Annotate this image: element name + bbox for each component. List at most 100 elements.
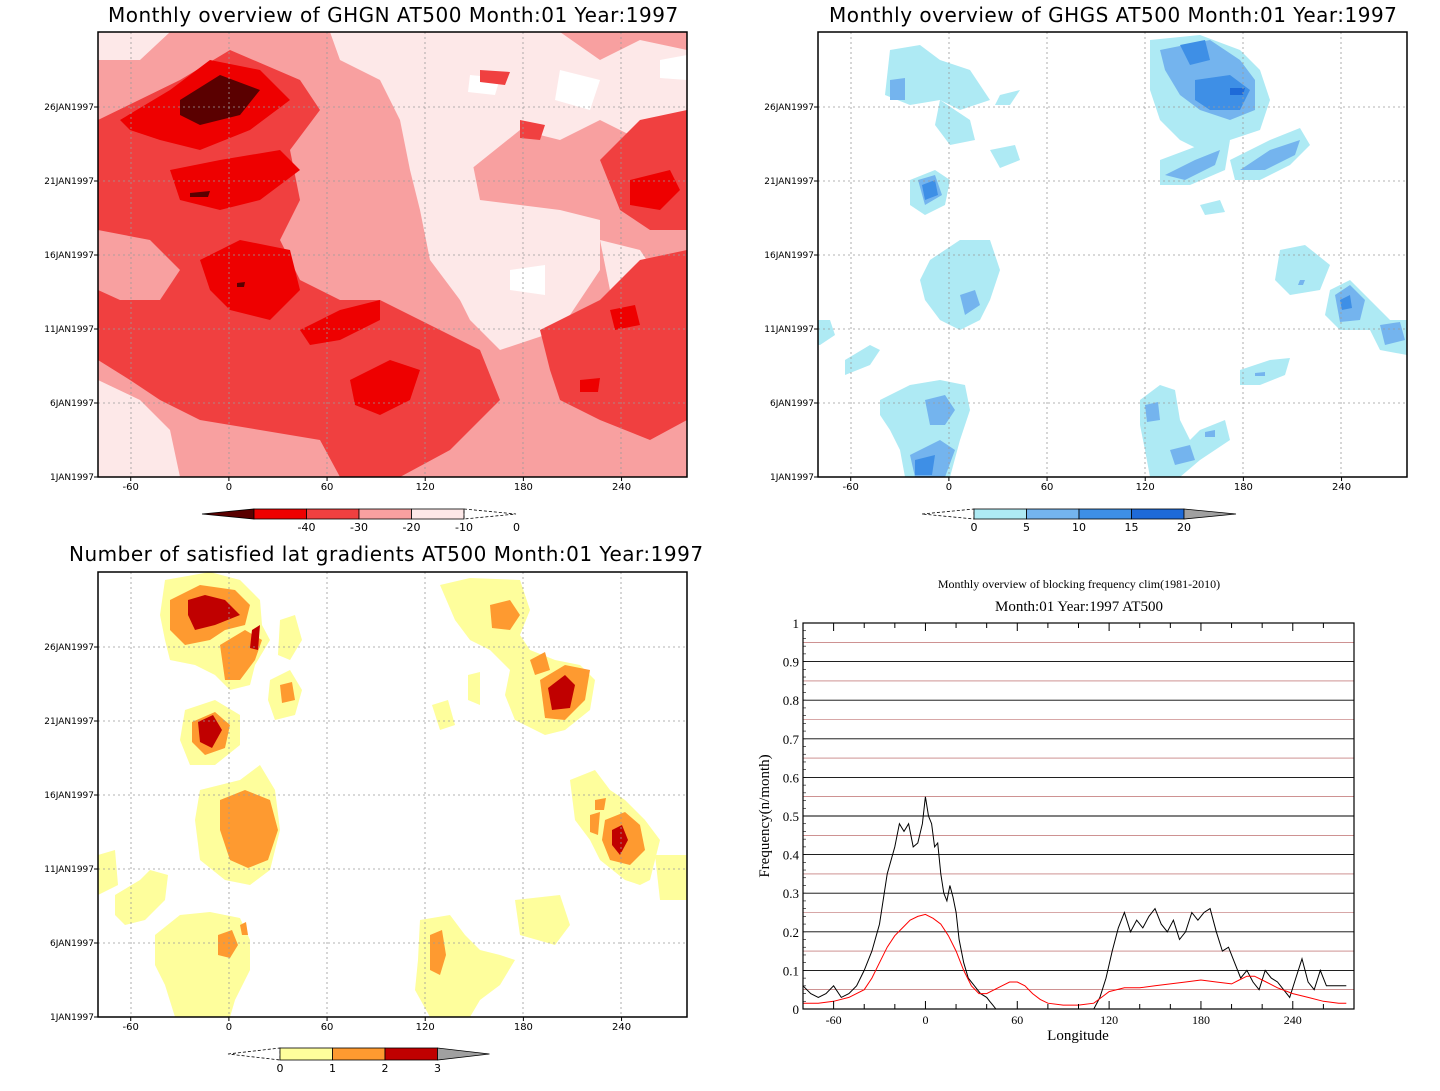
lat-x-tick-label: 120 [416, 1022, 435, 1033]
ghgn-x-tick-label: 0 [226, 482, 232, 493]
lat-colorbar-low-arrow [227, 1047, 281, 1061]
ghgs-colorbar-cell [1026, 508, 1080, 520]
ghgn-x-tick-label: 180 [514, 482, 533, 493]
ghgn-x-tick-label: 240 [612, 482, 631, 493]
ghgs-x-tick-label: 240 [1332, 482, 1351, 493]
ghgs-x-tick-label: 60 [1041, 482, 1054, 493]
freq-x-tick-label: 0 [922, 1013, 928, 1027]
freq-series-line-1 [1093, 907, 1347, 1010]
freq-y-tick-label: 0 [793, 1002, 800, 1017]
ghgs-y-tick-label: 6JAN1997 [770, 399, 814, 409]
freq-chart-subtitle: Month:01 Year:1997 AT500 [995, 599, 1163, 615]
ghgs-x-tick-label: -60 [843, 482, 859, 493]
lat-x-tick-label: -60 [123, 1022, 139, 1033]
ghgs-x-tick-label: 180 [1234, 482, 1253, 493]
ghgn-colorbar-label: 0 [513, 521, 520, 534]
freq-y-tick-label: 0.3 [783, 886, 799, 901]
ghgn-colorbar-high-arrow [463, 508, 517, 520]
ghgn-y-tick-label: 21JAN1997 [44, 177, 94, 187]
lat-x-tick-label: 240 [612, 1022, 631, 1033]
ghgs-colorbar-cell [1078, 508, 1132, 520]
freq-y-tick-label: 0.5 [783, 809, 799, 824]
ghgn-y-tick-label: 6JAN1997 [50, 399, 94, 409]
freq-x-tick-label: 60 [1011, 1013, 1023, 1027]
freq-chart-title: Monthly overview of blocking frequency c… [938, 577, 1220, 591]
freq-x-tick-label: -60 [826, 1013, 842, 1027]
lat-colorbar-cell [279, 1047, 333, 1061]
blocking-frequency-chart: Monthly overview of blocking frequency c… [757, 577, 1355, 1044]
lat-colorbar-cell [332, 1047, 386, 1061]
ghgn-colorbar-label: -20 [403, 521, 421, 534]
ghgn-y-tick-label: 1JAN1997 [50, 473, 94, 483]
lat-y-tick-label: 6JAN1997 [50, 939, 94, 949]
lat-y-tick-label: 21JAN1997 [44, 717, 94, 727]
lat-y-tick-label: 11JAN1997 [44, 865, 94, 875]
ghgs-y-tick-label: 1JAN1997 [770, 473, 814, 483]
ghgn-grid [98, 32, 687, 477]
lat-gradients-contour-field [98, 572, 687, 1017]
ghgn-colorbar: -40 -30 -20 -10 0 [201, 508, 520, 534]
freq-series [802, 796, 1347, 1010]
ghgs-y-tick-label: 21JAN1997 [764, 177, 814, 187]
ghgs-map-panel [817, 31, 1408, 478]
ghgn-x-tick-label: 60 [321, 482, 334, 493]
map-tick-labels: -60 0 60 120 180 2401JAN19976JAN199711JAN1997… [44, 103, 1351, 1033]
lat-colorbar-label: 2 [382, 1062, 389, 1075]
ghgn-colorbar-low-arrow [201, 508, 255, 520]
ghgs-colorbar-label: 15 [1125, 521, 1139, 534]
ghgs-colorbar-high-arrow [1183, 508, 1237, 520]
freq-axis-ticks: 0 0.1 0.2 0.3 0.4 0.5 0.6 0.7 0.8 0.9 1 -60 0 60 120 18… [783, 616, 1355, 1027]
ghgs-colorbar-cell [973, 508, 1027, 520]
ghgn-title: Monthly overview of GHGN AT500 Month:01 … [108, 3, 679, 27]
freq-xlabel: Longitude [1047, 1028, 1109, 1044]
ghgs-colorbar-cell [1131, 508, 1185, 520]
ghgn-contour-field [98, 32, 687, 477]
freq-y-tick-label: 0.6 [783, 770, 800, 785]
freq-y-tick-label: 0.8 [783, 693, 799, 708]
freq-series-line-2 [803, 913, 1347, 1006]
ghgn-colorbar-label: -30 [350, 521, 368, 534]
freq-y-tick-label: 1 [793, 616, 800, 631]
ghgn-y-tick-label: 16JAN1997 [44, 251, 94, 261]
ghgs-y-tick-label: 11JAN1997 [764, 325, 814, 335]
ghgn-colorbar-cell [306, 508, 360, 520]
freq-y-tick-label: 0.2 [783, 925, 799, 940]
ghgn-colorbar-label: -40 [298, 521, 316, 534]
freq-x-tick-label: 240 [1284, 1013, 1302, 1027]
ghgs-y-tick-label: 16JAN1997 [764, 251, 814, 261]
ghgn-colorbar-cell [253, 508, 307, 520]
ghgs-colorbar-label: 20 [1177, 521, 1191, 534]
ghgn-colorbar-label: -10 [455, 521, 473, 534]
colorbars: -40 -30 -20 -10 0 0 5 10 15 200 1 2 3 [201, 508, 1237, 1075]
lat-colorbar-label: 3 [434, 1062, 441, 1075]
ghgs-colorbar-label: 5 [1023, 521, 1030, 534]
lat-x-tick-label: 60 [321, 1022, 334, 1033]
lat-x-tick-label: 180 [514, 1022, 533, 1033]
ghgs-x-tick-label: 120 [1136, 482, 1155, 493]
lat-gradients-map-panel [97, 571, 688, 1018]
ghgn-map-panel [97, 31, 688, 478]
lat-y-tick-label: 26JAN1997 [44, 643, 94, 653]
freq-ylabel: Frequency(n/month) [757, 754, 773, 877]
ghgs-colorbar-label: 0 [971, 521, 978, 534]
freq-y-tick-label: 0.9 [783, 655, 799, 670]
ghgn-y-tick-label: 11JAN1997 [44, 325, 94, 335]
lat-x-tick-label: 0 [226, 1022, 232, 1033]
lat-y-tick-label: 1JAN1997 [50, 1013, 94, 1023]
ghgs-title: Monthly overview of GHGS AT500 Month:01 … [829, 3, 1398, 27]
freq-x-tick-label: 180 [1192, 1013, 1210, 1027]
lat-colorbar-high-arrow [437, 1047, 490, 1061]
freq-grid [803, 641, 1354, 991]
freq-y-tick-label: 0.7 [783, 732, 800, 747]
ghgs-grid [818, 32, 1407, 477]
freq-series-line-0 [802, 796, 997, 1010]
lat-y-tick-label: 16JAN1997 [44, 791, 94, 801]
ghgs-contour-field [818, 32, 1407, 477]
ghgs-y-tick-label: 26JAN1997 [764, 103, 814, 113]
lat-colorbar-cell [384, 1047, 438, 1061]
ghgn-colorbar-cell [358, 508, 412, 520]
ghgn-y-tick-label: 26JAN1997 [44, 103, 94, 113]
ghgs-x-tick-label: 0 [946, 482, 952, 493]
lat-colorbar-label: 1 [329, 1062, 336, 1075]
